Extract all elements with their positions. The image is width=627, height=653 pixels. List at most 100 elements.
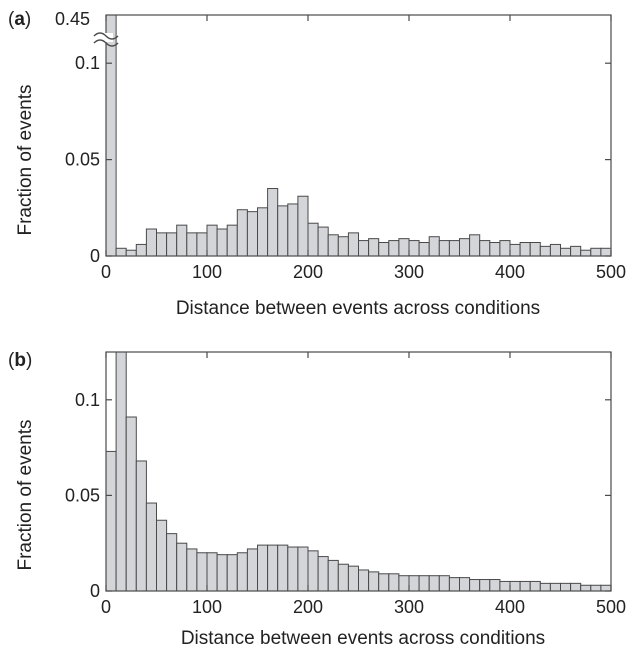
y-tick-label: 0.1 [75,390,100,410]
histogram-bar [277,544,289,592]
histogram-bar [519,580,531,592]
histogram-bar [186,232,198,257]
panel-b-x-axis: 0 100 200 300 400 500 [101,352,626,617]
histogram-bar [570,245,582,257]
histogram-bar [246,211,258,257]
panel-a-y-axis: 0 0.05 0.1 [65,53,611,266]
x-tick-label: 400 [495,597,525,617]
panel-b-bars [105,351,612,592]
histogram-bar [560,582,572,592]
histogram-bar [428,236,440,257]
histogram-bar [600,247,612,257]
histogram-bar [257,544,269,592]
histogram-bar [135,243,147,257]
histogram-bar [408,240,420,257]
histogram-bar [196,552,208,592]
histogram-bar [378,573,390,592]
panel-b-label: (b) [8,350,32,371]
panel-b: (b) 0 100 200 300 400 500 0 0.05 0.1 Distance b… [8,350,626,649]
histogram-bar [186,548,198,592]
histogram-bar [469,579,481,592]
histogram-bar [479,240,491,257]
histogram-bar [539,245,551,257]
histogram-bar [337,236,349,257]
histogram-bar [226,224,238,257]
histogram-bar [448,240,460,257]
x-tick-label: 100 [192,262,222,282]
histogram-bar [499,240,511,257]
histogram-bar [368,571,380,592]
histogram-bar [327,234,339,257]
histogram-bar [236,552,248,592]
histogram-bar [135,460,147,592]
axis-break-squiggle [93,32,119,40]
histogram-bar [600,584,612,592]
histogram-bar [408,575,420,592]
x-tick-label: 200 [293,262,323,282]
histogram-bar [347,232,359,257]
histogram-bar [267,544,279,592]
histogram-bar [378,242,390,257]
x-tick-label: 500 [596,262,626,282]
histogram-bar [529,580,541,592]
histogram-bar [347,565,359,592]
histogram-bar [337,563,349,592]
histogram-bar [216,228,228,257]
panel-a-label: (a) [8,9,31,30]
histogram-bar [418,575,430,592]
histogram-bar [519,242,531,257]
histogram-bar [358,240,370,257]
histogram-bar [327,559,339,592]
histogram-bar [580,584,592,592]
histogram-bar [479,579,491,592]
histogram-bar [246,548,258,592]
panel-a-y-break-label: 0.45 [55,9,90,29]
histogram-bar [145,228,157,257]
histogram-bar [287,203,299,257]
histogram-bar [156,519,168,592]
x-tick-label: 300 [394,597,424,617]
x-tick-label: 500 [596,597,626,617]
panel-b-plot-frame [105,351,612,592]
x-tick-label: 200 [293,597,323,617]
panel-a-x-axis: 0 100 200 300 400 500 [101,15,626,282]
histogram-bar [125,249,137,257]
histogram-bar [287,546,299,592]
panel-a: (a) 0 100 200 300 400 500 0 0.05 0.1 0.45 Dista… [8,9,626,319]
x-tick-label: 0 [101,262,111,282]
histogram-bar [509,580,521,592]
histogram-bar [549,243,562,257]
panel-b-y-axis-title: Fraction of events [15,419,36,570]
histogram-bar [509,243,521,257]
histogram-bar [297,546,309,592]
histogram-bar [590,584,602,592]
panel-b-x-axis-title: Distance between events across condition… [181,628,545,649]
histogram-bar [438,575,450,592]
histogram-bar [459,238,471,257]
histogram-bar [448,577,460,592]
histogram-bar [277,205,289,257]
histogram-bar [115,247,127,257]
y-tick-label: 0.05 [65,485,100,505]
histogram-bar [398,575,410,592]
axis-break-gap [99,33,113,42]
histogram-bar [166,232,178,257]
panel-a-bars [105,14,612,257]
histogram-bar [166,533,178,592]
histogram-bar [489,242,501,257]
histogram-bar [226,554,238,592]
panel-a-axis-break-marker [93,32,119,47]
y-tick-label: 0.05 [65,150,100,170]
histogram-bar [176,224,188,257]
histogram-bar [176,542,188,592]
histogram-bar [317,556,329,592]
histogram-bar [499,580,511,592]
panel-b-y-axis: 0 0.05 0.1 [65,390,611,601]
histogram-bar [459,577,471,592]
x-tick-label: 400 [495,262,525,282]
histogram-bar [388,573,400,592]
histogram-bar [438,240,450,257]
histogram-bar [236,209,248,257]
histogram-bar [216,554,228,592]
